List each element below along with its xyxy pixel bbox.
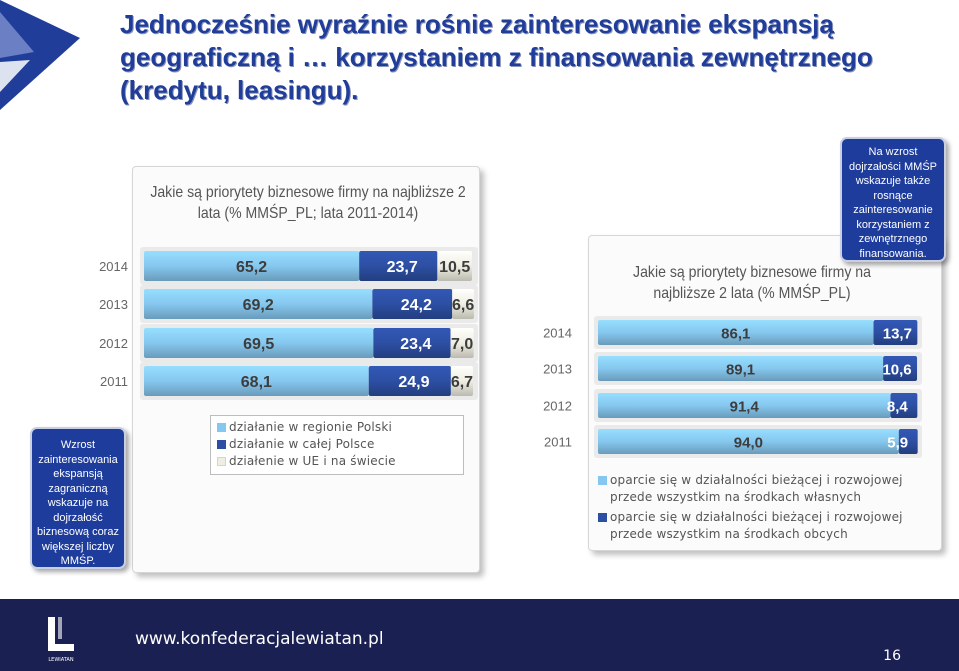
category-label-fin-2013: 2013 <box>543 362 572 377</box>
callout-financing: Na wzrost dojrzałości MMŚP wskazuje takż… <box>840 137 946 262</box>
brand-logo-icon <box>0 0 80 110</box>
legend-label-region: działanie w regionie Polski <box>229 420 393 434</box>
bar-exp-2011-s1 <box>368 366 451 396</box>
legend-label-external-funds: oparcie się w działalności bieżącej i ro… <box>610 510 903 541</box>
legend-item-external-funds: oparcie się w działalności bieżącej i ro… <box>596 509 918 543</box>
bar-exp-2013-s2 <box>452 289 474 319</box>
data-label-fin-2012-s1: 8,4 <box>887 399 909 416</box>
bar-exp-2014-s0 <box>144 251 360 281</box>
bar-fin-2011-s0 <box>598 429 899 454</box>
category-label-exp-2011: 2011 <box>100 374 128 389</box>
data-label-fin-2012-s0: 91,4 <box>730 399 760 416</box>
legend-label-own-funds: oparcie się w działalności bieżącej i ro… <box>610 473 903 504</box>
bar-exp-2012-s1 <box>373 328 451 358</box>
data-label-fin-2014-s0: 86,1 <box>721 326 750 343</box>
data-label-fin-2013-s0: 89,1 <box>726 362 755 379</box>
data-label-fin-2014-s1: 13,7 <box>883 326 912 343</box>
bar-fin-2013-s0 <box>598 356 884 381</box>
category-label-exp-2012: 2012 <box>99 336 128 351</box>
bar-exp-2014-s1 <box>359 251 438 281</box>
chart-title-financing: Jakie są priorytety biznesowe firmy na n… <box>633 264 871 302</box>
legend-swatch-own-funds <box>598 476 607 485</box>
data-label-exp-2012-s1: 23,4 <box>400 336 431 353</box>
data-label-exp-2011-s2: 6,7 <box>451 374 473 391</box>
data-label-exp-2014-s2: 10,5 <box>439 259 470 276</box>
data-label-exp-2014-s0: 65,2 <box>236 259 267 276</box>
legend-swatch-world <box>217 457 226 466</box>
callout-expansion: Wzrost zainteresowania ekspansją zagrani… <box>30 427 126 569</box>
chart-title-expansion: Jakie są priorytety biznesowe firmy na n… <box>150 184 466 222</box>
legend-swatch-external-funds <box>598 513 607 522</box>
bar-fin-2014-s0 <box>598 320 874 345</box>
data-label-fin-2011-s0: 94,0 <box>734 435 763 452</box>
bar-exp-2012-s2 <box>450 328 474 358</box>
data-label-exp-2012-s0: 69,5 <box>243 336 274 353</box>
bar-fin-2014-s1 <box>873 320 918 345</box>
bar-exp-2011-s2 <box>450 366 474 396</box>
legend-item-poland: działanie w całej Polsce <box>215 436 459 453</box>
footer-bar: LEWIATAN www.konfederacjalewiatan.pl 16 <box>0 599 959 671</box>
slide-title: Jednocześnie wyraźnie rośnie zainteresow… <box>120 9 873 105</box>
category-label-fin-2014: 2014 <box>543 326 572 341</box>
data-label-exp-2011-s0: 68,1 <box>241 374 272 391</box>
bar-fin-2011-s1 <box>898 429 918 454</box>
data-label-fin-2013-s1: 10,6 <box>882 362 911 379</box>
legend-item-world: działenie w UE i na świecie <box>215 453 459 470</box>
data-label-exp-2013-s2: 6,6 <box>452 297 474 314</box>
legend-swatch-region <box>217 423 226 432</box>
data-label-exp-2011-s1: 24,9 <box>398 374 429 391</box>
bar-exp-2013-s0 <box>144 289 373 319</box>
legend-label-world: działenie w UE i na świecie <box>229 454 396 468</box>
legend-financing: oparcie się w działalności bieżącej i ro… <box>593 470 921 544</box>
category-label-fin-2012: 2012 <box>543 399 572 414</box>
bar-exp-2014-s2 <box>437 251 473 281</box>
category-label-exp-2014: 2014 <box>99 259 128 274</box>
bar-exp-2011-s0 <box>144 366 369 396</box>
bar-fin-2012-s0 <box>598 393 891 418</box>
footer-logo-text: LEWIATAN <box>48 657 73 663</box>
legend-swatch-poland <box>217 440 226 449</box>
legend-item-region: działanie w regionie Polski <box>215 419 459 436</box>
data-label-exp-2013-s0: 69,2 <box>243 297 274 314</box>
bar-exp-2012-s0 <box>144 328 374 358</box>
bar-fin-2012-s1 <box>890 393 918 418</box>
data-label-exp-2013-s1: 24,2 <box>401 297 432 314</box>
bar-fin-2013-s1 <box>883 356 918 381</box>
lewiatan-logo-icon: LEWIATAN <box>48 617 74 663</box>
bar-exp-2013-s1 <box>372 289 453 319</box>
category-label-exp-2013: 2013 <box>99 297 128 312</box>
page-number: 16 <box>883 648 901 664</box>
legend-label-poland: działanie w całej Polsce <box>229 437 375 451</box>
footer-url-link[interactable]: www.konfederacjalewiatan.pl <box>135 629 384 649</box>
data-label-exp-2012-s2: 7,0 <box>451 336 473 353</box>
legend-item-own-funds: oparcie się w działalności bieżącej i ro… <box>596 472 918 506</box>
category-label-fin-2011: 2011 <box>544 435 572 450</box>
data-label-exp-2014-s1: 23,7 <box>387 259 418 276</box>
data-label-fin-2011-s1: 5,9 <box>887 435 908 452</box>
legend-expansion: działanie w regionie Polski działanie w … <box>210 415 464 475</box>
